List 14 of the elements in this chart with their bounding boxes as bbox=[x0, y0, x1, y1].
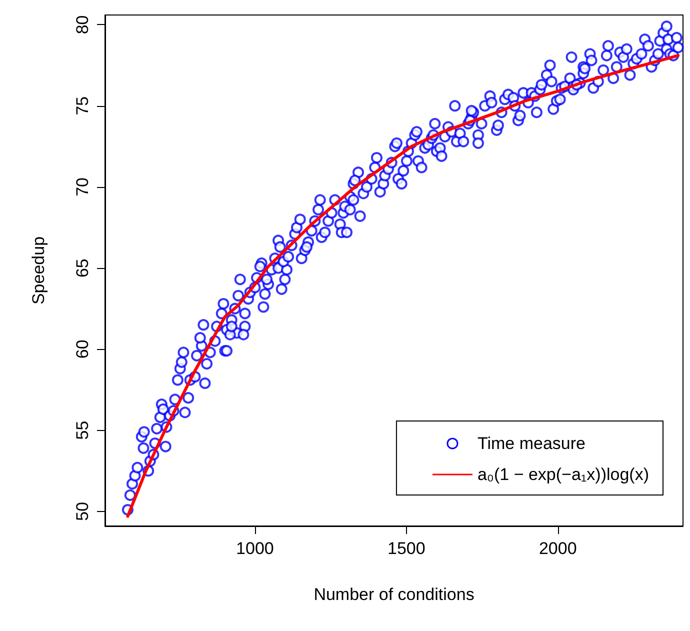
y-tick-label: 70 bbox=[73, 177, 92, 196]
y-tick-label: 65 bbox=[73, 258, 92, 278]
y-axis-title: Speedup bbox=[29, 236, 48, 305]
legend-label: Time measure bbox=[477, 434, 586, 453]
y-tick-label: 80 bbox=[73, 15, 92, 34]
x-tick-label: 2000 bbox=[538, 539, 577, 558]
x-axis-title: Number of conditions bbox=[314, 585, 474, 604]
legend-label: a₀(1 − exp(−a₁x))log(x) bbox=[477, 465, 650, 484]
y-tick-label: 60 bbox=[73, 340, 92, 359]
y-tick-label: 50 bbox=[73, 502, 92, 521]
y-tick-label: 55 bbox=[73, 420, 92, 440]
y-tick-label: 75 bbox=[73, 96, 92, 116]
x-tick-label: 1000 bbox=[236, 539, 274, 558]
x-tick-label: 1500 bbox=[388, 539, 426, 558]
